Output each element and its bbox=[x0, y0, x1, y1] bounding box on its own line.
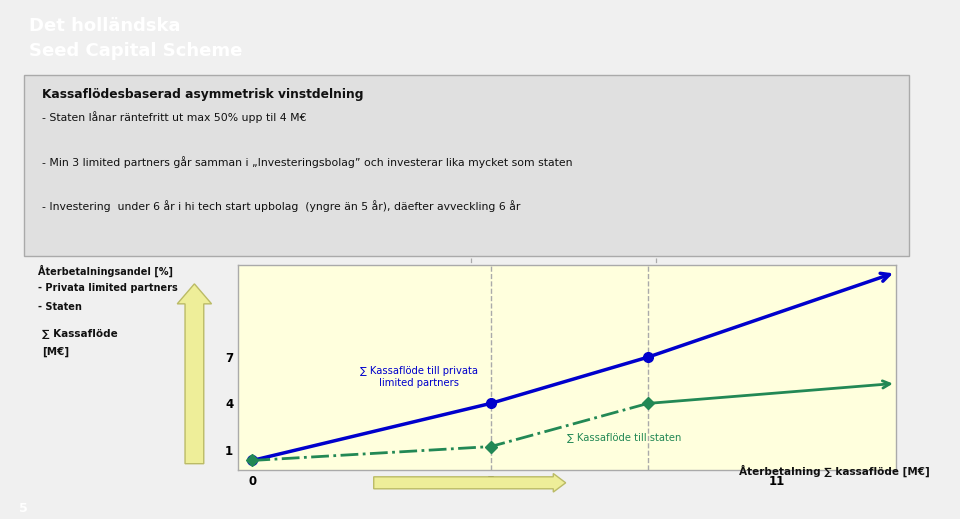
Text: Seed Capital Scheme: Seed Capital Scheme bbox=[29, 42, 242, 60]
Text: Kassaflödesbaserad asymmetrisk vinstdelning: Kassaflödesbaserad asymmetrisk vinstdeln… bbox=[42, 88, 364, 101]
Text: Det holländska: Det holländska bbox=[29, 17, 180, 35]
Text: 50 % tills återfått sin investering 20 %: 50 % tills återfått sin investering 20 % bbox=[472, 302, 660, 313]
Text: [M€]: [M€] bbox=[42, 346, 69, 357]
Text: 50 %: 50 % bbox=[472, 283, 497, 293]
FancyArrow shape bbox=[178, 284, 211, 463]
Text: 20 %: 20 % bbox=[250, 302, 275, 311]
Text: Återbetalningsandel [%]: Återbetalningsandel [%] bbox=[37, 265, 173, 277]
Text: 5: 5 bbox=[19, 502, 28, 515]
Text: - Investering  under 6 år i hi tech start upbolag  (yngre än 5 år), däefter avve: - Investering under 6 år i hi tech start… bbox=[42, 200, 520, 212]
FancyBboxPatch shape bbox=[24, 75, 908, 256]
Text: ∑ Kassaflöde: ∑ Kassaflöde bbox=[42, 330, 118, 339]
FancyArrow shape bbox=[373, 473, 565, 492]
Text: - Privata limited partners: - Privata limited partners bbox=[37, 283, 178, 293]
Text: - Staten lånar räntefritt ut max 50% upp til 4 M€: - Staten lånar räntefritt ut max 50% upp… bbox=[42, 111, 307, 123]
Text: Återbetalning ∑ kassaflöde [M€]: Återbetalning ∑ kassaflöde [M€] bbox=[739, 465, 930, 477]
Text: ∑ Kassaflöde till privata: ∑ Kassaflöde till privata bbox=[360, 366, 478, 376]
Text: - Staten: - Staten bbox=[37, 302, 82, 311]
Text: 80 % tills återfått sin investering: 80 % tills återfått sin investering bbox=[250, 283, 410, 295]
Text: 80 % därefter: 80 % därefter bbox=[624, 283, 691, 293]
Text: ∑ Kassaflöde till staten: ∑ Kassaflöde till staten bbox=[566, 432, 682, 442]
Text: limited partners: limited partners bbox=[379, 378, 459, 388]
Text: - Min 3 limited partners går samman i „Investeringsbolag” och investerar lika my: - Min 3 limited partners går samman i „I… bbox=[42, 156, 573, 168]
